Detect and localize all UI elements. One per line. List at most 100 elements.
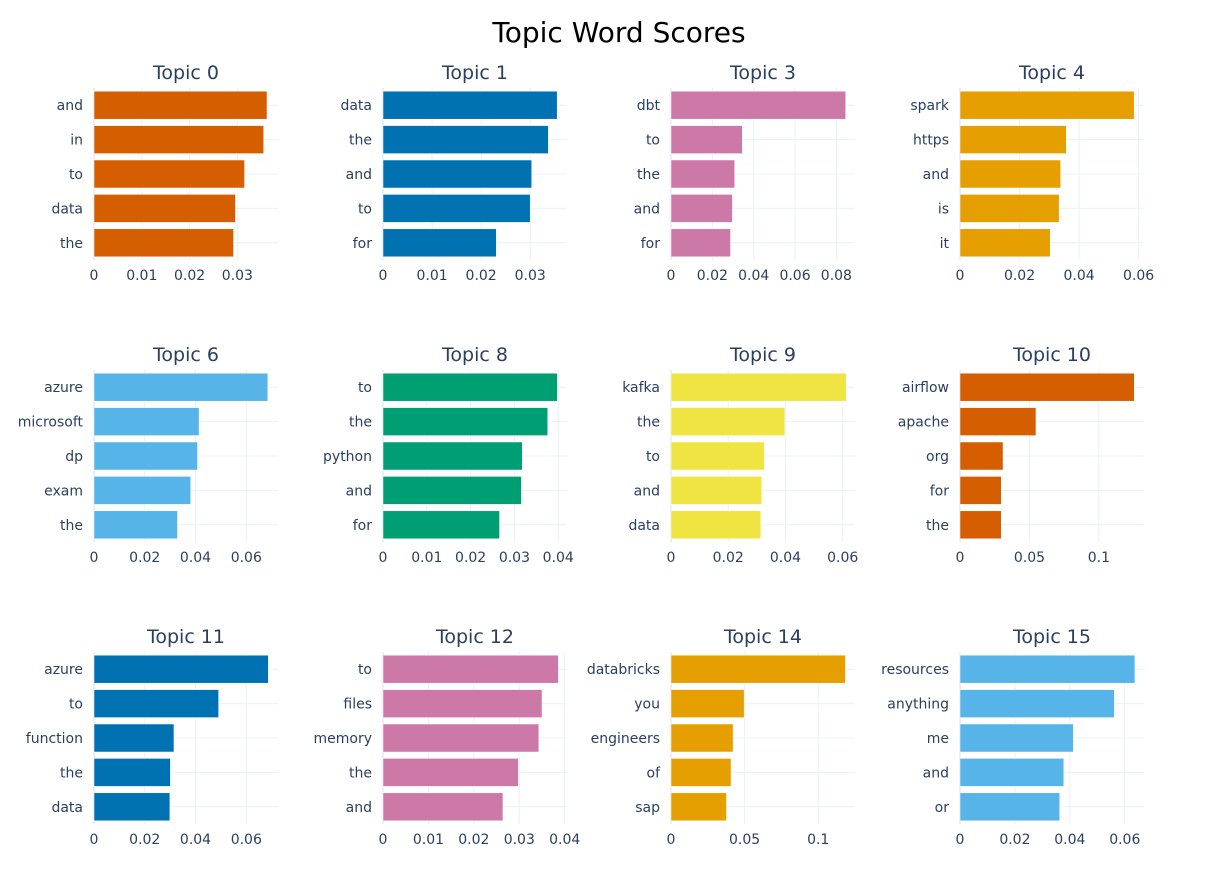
x-tick-label: 0.06 xyxy=(231,550,262,566)
y-tick-label: and xyxy=(346,800,372,816)
y-tick-label: for xyxy=(353,236,372,252)
y-tick-label: and xyxy=(923,167,949,183)
y-tick-label: data xyxy=(628,518,660,534)
x-tick-label: 0.02 xyxy=(129,550,160,566)
y-tick-label: and xyxy=(57,98,83,114)
subplot-topic-3: 0 0.02 0.04 0.06 0.08 dbt to the and for Topic 3 xyxy=(634,62,855,284)
x-tick-label: 0.02 xyxy=(129,832,160,848)
y-tick-label: data xyxy=(51,201,83,217)
bar xyxy=(382,159,532,189)
bar xyxy=(93,194,236,223)
bar xyxy=(93,758,171,787)
x-tick-label: 0 xyxy=(379,268,388,284)
bar xyxy=(382,654,559,684)
bar xyxy=(382,476,522,505)
bar xyxy=(382,758,519,787)
y-tick-label: to xyxy=(358,662,372,678)
y-tick-label: the xyxy=(60,518,83,534)
x-tick-label: 0 xyxy=(956,550,965,566)
x-tick-label: 0 xyxy=(90,832,99,848)
chart-title: Topic Word Scores xyxy=(491,16,745,49)
y-tick-label: kafka xyxy=(622,380,660,396)
bar xyxy=(959,125,1067,154)
subplot-topic-8: 0 0.01 0.02 0.03 0.04 to the python and for Topic … xyxy=(323,344,574,566)
bar xyxy=(959,689,1115,718)
y-tick-label: data xyxy=(340,98,372,114)
x-tick-label: 0 xyxy=(956,268,965,284)
x-tick-label: 0.03 xyxy=(504,832,535,848)
bar xyxy=(670,159,735,189)
x-tick-label: 0.06 xyxy=(779,268,810,284)
bar xyxy=(670,441,765,471)
x-tick-label: 0.01 xyxy=(411,550,442,566)
x-tick-label: 0.04 xyxy=(1064,268,1095,284)
x-tick-label: 0.02 xyxy=(466,268,497,284)
x-tick-label: 0.06 xyxy=(1109,832,1140,848)
x-tick-label: 0.02 xyxy=(697,268,728,284)
subplot-title: Topic 1 xyxy=(441,62,508,84)
x-tick-label: 0.04 xyxy=(180,832,211,848)
x-tick-label: 0 xyxy=(667,268,676,284)
x-tick-label: 0.02 xyxy=(455,550,486,566)
x-tick-label: 0 xyxy=(379,832,388,848)
bar xyxy=(93,90,268,120)
x-tick-label: 0.04 xyxy=(770,550,801,566)
y-tick-label: org xyxy=(926,449,949,465)
bar xyxy=(382,125,549,154)
y-tick-label: dp xyxy=(65,449,83,465)
bar xyxy=(959,372,1135,402)
bar xyxy=(959,90,1135,120)
x-tick-label: 0.1 xyxy=(807,832,829,848)
subplot-title: Topic 0 xyxy=(152,62,219,84)
subplot-title: Topic 8 xyxy=(441,344,508,366)
x-tick-label: 0.02 xyxy=(713,550,744,566)
y-tick-label: the xyxy=(637,167,660,183)
bar xyxy=(93,407,200,436)
x-tick-label: 0.06 xyxy=(827,550,858,566)
y-tick-label: you xyxy=(634,697,660,713)
x-tick-label: 0.02 xyxy=(1004,268,1035,284)
subplot-topic-12: 0 0.01 0.02 0.03 0.04 to files memory the and Topi… xyxy=(314,626,581,848)
y-tick-label: in xyxy=(70,133,83,149)
y-tick-label: for xyxy=(930,483,949,499)
subplot-topic-6: 0 0.02 0.04 0.06 azure microsoft dp exam the Topi… xyxy=(18,344,278,566)
y-tick-label: it xyxy=(940,236,950,252)
subplot-topic-0: 0 0.01 0.02 0.03 and in to data the Topic 0 xyxy=(51,62,278,284)
bar xyxy=(959,441,1004,471)
y-tick-label: spark xyxy=(910,98,950,114)
x-tick-label: 0.01 xyxy=(416,268,447,284)
x-tick-label: 0.03 xyxy=(222,268,253,284)
bar xyxy=(382,407,548,436)
bar xyxy=(959,723,1074,753)
subplot-title: Topic 10 xyxy=(1012,344,1091,366)
x-tick-label: 0 xyxy=(90,268,99,284)
bar xyxy=(93,476,191,505)
subplot-topic-1: 0 0.01 0.02 0.03 data the and to for Topic 1 xyxy=(340,62,567,284)
x-tick-label: 0 xyxy=(956,832,965,848)
x-tick-label: 0.04 xyxy=(180,550,211,566)
bar xyxy=(959,654,1136,684)
bar xyxy=(382,372,558,402)
y-tick-label: data xyxy=(51,800,83,816)
y-tick-label: airflow xyxy=(902,380,949,396)
bar xyxy=(959,407,1037,436)
y-tick-label: or xyxy=(935,800,950,816)
bar xyxy=(93,159,245,189)
y-tick-label: https xyxy=(913,133,949,149)
y-tick-label: and xyxy=(346,483,372,499)
y-tick-label: to xyxy=(646,449,660,465)
y-tick-label: to xyxy=(69,167,83,183)
y-tick-label: me xyxy=(927,731,949,747)
bar xyxy=(382,689,543,718)
y-tick-label: to xyxy=(358,201,372,217)
x-tick-label: 0.04 xyxy=(1054,832,1085,848)
bar xyxy=(93,372,269,402)
y-tick-label: anything xyxy=(887,697,949,713)
bar xyxy=(959,510,1002,540)
bar xyxy=(959,194,1060,223)
x-tick-label: 0.04 xyxy=(549,832,580,848)
bar xyxy=(93,510,178,540)
bar xyxy=(382,90,558,120)
bar xyxy=(382,510,500,540)
